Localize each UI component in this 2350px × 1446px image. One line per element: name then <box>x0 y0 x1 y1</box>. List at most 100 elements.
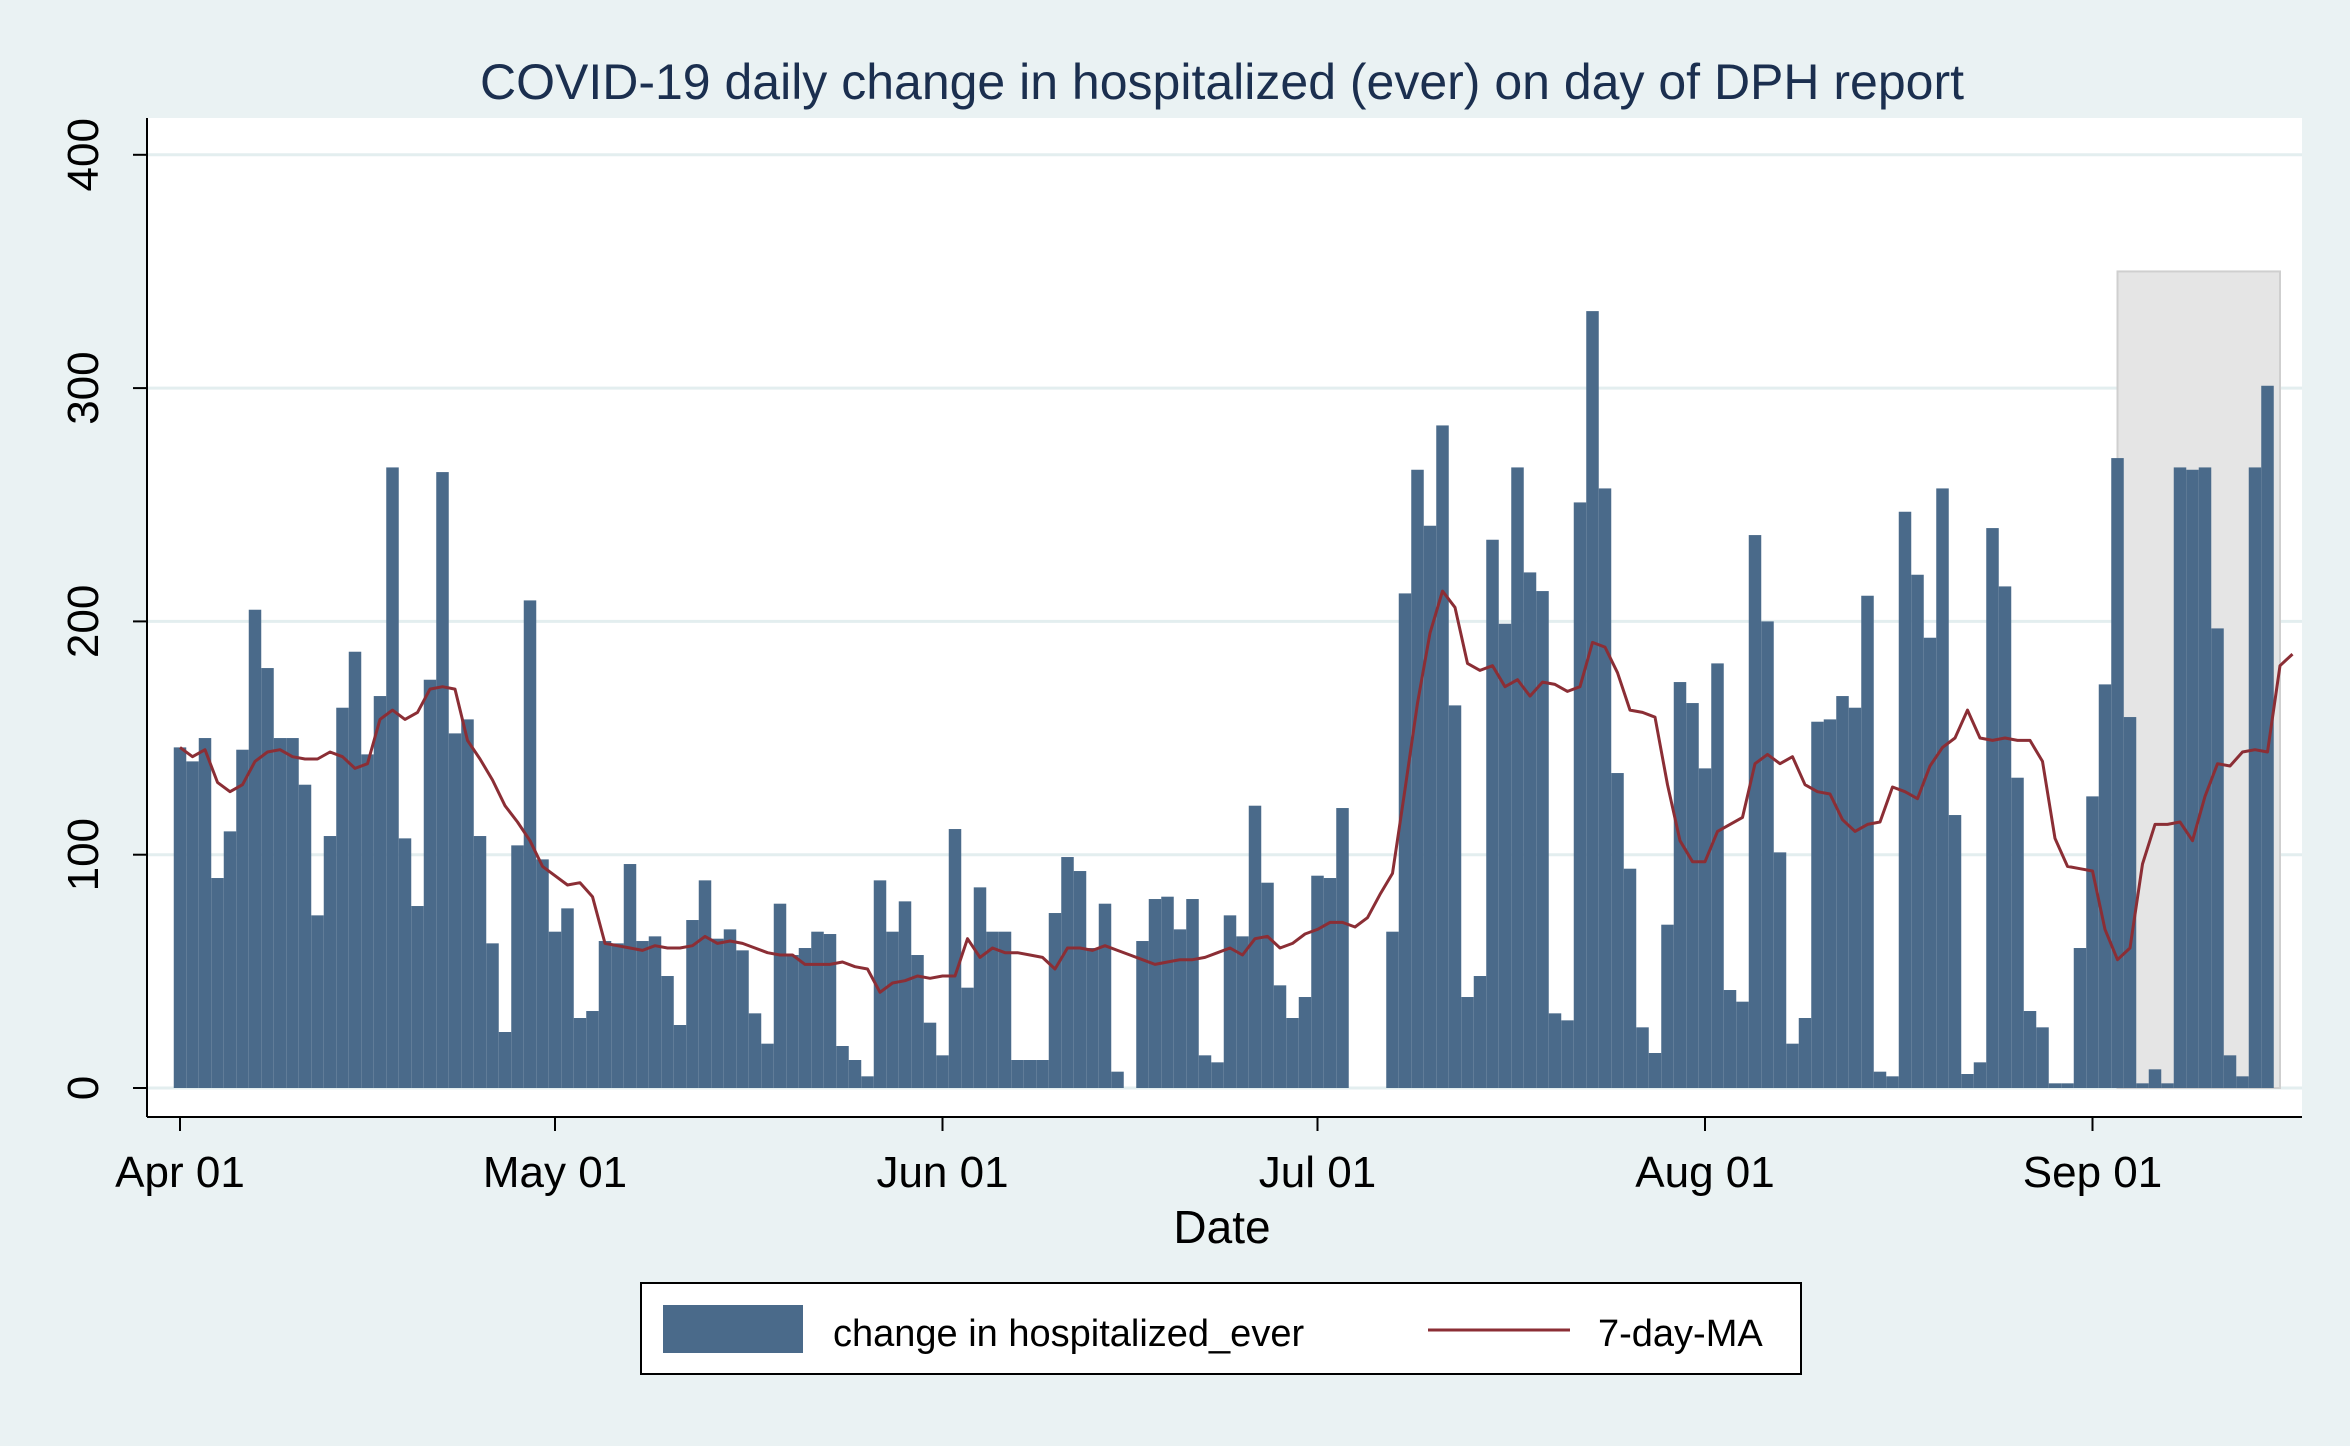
bar-day-133 <box>1836 696 1849 1088</box>
bar-day-24 <box>473 836 487 1088</box>
bar-day-153 <box>2086 796 2099 1088</box>
y-tick-label-100: 100 <box>59 818 108 891</box>
bar-day-72 <box>1073 871 1087 1088</box>
x-tick-label-91: Jul 01 <box>1259 1148 1376 1197</box>
bar-day-141 <box>1936 488 1949 1088</box>
bar-day-120 <box>1673 682 1687 1088</box>
bar-day-1 <box>186 761 199 1088</box>
bar-day-40 <box>673 1025 687 1088</box>
bar-day-152 <box>2073 948 2087 1088</box>
bar-day-28 <box>523 600 537 1088</box>
bar-day-92 <box>1323 878 1337 1088</box>
bar-day-150 <box>2048 1083 2062 1088</box>
bar-day-56 <box>873 880 887 1088</box>
bar-day-100 <box>1423 525 1437 1088</box>
bar-day-91 <box>1311 875 1324 1088</box>
y-tick-label-300: 300 <box>59 351 108 424</box>
bar-day-19 <box>411 906 424 1088</box>
bar-day-39 <box>661 976 674 1088</box>
bar-day-32 <box>573 1018 587 1088</box>
bar-day-147 <box>2011 777 2024 1088</box>
bar-day-146 <box>1998 586 2012 1088</box>
bar-day-90 <box>1298 997 1312 1088</box>
bar-day-9 <box>286 738 299 1088</box>
bar-day-130 <box>1798 1018 1812 1088</box>
bar-day-110 <box>1548 1013 1562 1088</box>
bar-day-17 <box>386 467 399 1088</box>
bar-day-122 <box>1698 768 1712 1088</box>
x-tick-label-122: Aug 01 <box>1635 1148 1774 1197</box>
bar-day-109 <box>1536 591 1549 1088</box>
bar-day-108 <box>1523 572 1537 1088</box>
x-tick-label-61: Jun 01 <box>876 1148 1008 1197</box>
bar-day-79 <box>1161 896 1174 1088</box>
legend-swatch-bars <box>663 1305 803 1353</box>
bar-day-117 <box>1636 1027 1649 1088</box>
bar-day-43 <box>711 938 724 1088</box>
bar-day-121 <box>1686 703 1699 1088</box>
bar-day-31 <box>561 908 574 1088</box>
bar-day-129 <box>1786 1043 1799 1088</box>
bar-day-38 <box>648 936 662 1088</box>
bar-day-50 <box>798 948 812 1088</box>
bar-day-132 <box>1823 719 1837 1088</box>
bar-day-103 <box>1461 997 1474 1088</box>
bar-day-82 <box>1198 1055 1212 1088</box>
bar-day-30 <box>548 931 562 1088</box>
bar-day-10 <box>298 784 312 1088</box>
bar-day-112 <box>1573 502 1587 1088</box>
bar-day-144 <box>1973 1062 1987 1088</box>
bar-day-119 <box>1661 924 1674 1088</box>
bar-day-125 <box>1736 1001 1749 1088</box>
bar-day-23 <box>461 719 474 1088</box>
x-tick-label-30: May 01 <box>483 1148 627 1197</box>
bar-day-102 <box>1448 705 1462 1088</box>
bar-day-161 <box>2186 469 2199 1088</box>
bar-day-124 <box>1723 990 1737 1088</box>
bar-series <box>173 311 2274 1089</box>
y-ticks: 0 100 200 300 400 <box>59 118 147 1100</box>
legend: change in hospitalized_ever 7-day-MA <box>640 1282 1802 1375</box>
bar-day-6 <box>248 609 262 1088</box>
bar-day-134 <box>1848 707 1862 1088</box>
bar-day-163 <box>2211 628 2224 1088</box>
bar-day-123 <box>1711 663 1724 1088</box>
y-tick-label-200: 200 <box>59 585 108 658</box>
bar-day-15 <box>361 754 374 1088</box>
bar-day-51 <box>811 931 824 1088</box>
bar-day-138 <box>1898 511 1912 1088</box>
bar-day-52 <box>823 934 837 1088</box>
bar-day-136 <box>1873 1071 1887 1088</box>
bar-day-14 <box>348 651 362 1088</box>
x-axis-label: Date <box>1173 1201 1270 1253</box>
bar-day-58 <box>898 901 912 1088</box>
bar-day-65 <box>986 931 999 1088</box>
bar-day-167 <box>2261 385 2274 1089</box>
bar-day-59 <box>911 955 924 1088</box>
bar-day-151 <box>2061 1083 2074 1088</box>
bar-day-34 <box>598 941 612 1088</box>
bar-day-47 <box>761 1043 774 1088</box>
ma-line-series <box>179 589 2294 994</box>
bar-day-156 <box>2123 717 2137 1088</box>
bar-day-75 <box>1111 1071 1124 1088</box>
bar-day-0 <box>173 747 187 1088</box>
bar-day-105 <box>1486 539 1499 1088</box>
bar-day-54 <box>848 1060 862 1088</box>
bar-day-63 <box>961 987 974 1088</box>
bar-day-29 <box>536 859 549 1088</box>
bar-day-135 <box>1861 595 1874 1088</box>
axes <box>146 118 2302 1118</box>
bar-day-114 <box>1598 488 1612 1088</box>
bar-day-83 <box>1211 1062 1224 1088</box>
bar-day-13 <box>336 707 349 1088</box>
bar-day-11 <box>311 915 324 1088</box>
bar-day-55 <box>861 1076 874 1088</box>
bar-day-128 <box>1773 852 1787 1088</box>
bar-day-93 <box>1336 808 1349 1088</box>
bar-day-77 <box>1136 941 1149 1088</box>
bar-day-127 <box>1761 621 1774 1088</box>
x-tick-label-153: Sep 01 <box>2023 1148 2162 1197</box>
ma-line <box>179 589 2294 994</box>
